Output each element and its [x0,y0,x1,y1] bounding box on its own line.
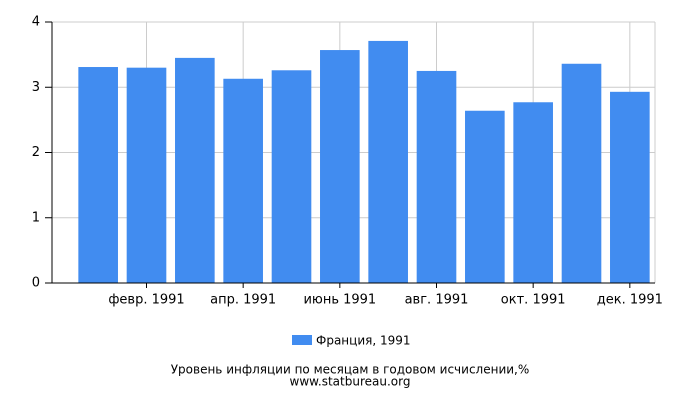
y-tick-label: 0 [32,276,40,291]
y-tick-label: 4 [32,15,40,30]
bar [126,67,167,283]
bar [78,67,118,284]
x-tick-label: окт. 1991 [501,293,566,308]
bar [320,50,360,284]
bar [223,78,263,283]
legend-swatch [292,335,312,345]
y-tick-label: 3 [32,80,40,95]
source: www.statbureau.org [290,375,411,389]
y-tick-label: 2 [32,145,40,160]
bar [610,91,650,283]
bar [465,110,505,284]
bar [416,70,457,283]
x-tick-label: авг. 1991 [405,293,469,308]
x-tick-label: дек. 1991 [597,293,663,308]
bar [513,102,553,283]
x-tick-label: февр. 1991 [108,293,184,308]
x-tick-label: июнь 1991 [303,293,376,308]
bar [561,63,602,284]
bar [271,70,312,283]
bar [368,40,408,283]
y-tick-label: 1 [32,210,40,225]
bar [175,57,215,284]
caption: Уровень инфляции по месяцам в годовом ис… [171,363,530,377]
legend-label: Франция, 1991 [316,334,411,348]
x-tick-label: апр. 1991 [210,293,276,308]
